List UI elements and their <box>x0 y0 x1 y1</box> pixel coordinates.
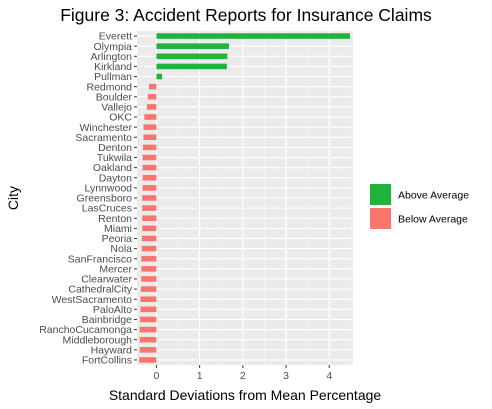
y-tick-label: Lynnwood <box>85 182 133 194</box>
bar-denton <box>143 144 157 151</box>
y-tick-label: Middleborough <box>63 334 133 346</box>
y-tick-label: Vallejo <box>101 102 132 114</box>
y-tick-label: Clearwater <box>81 274 132 286</box>
y-tick-label: PaloAlto <box>93 304 132 316</box>
x-tick-label: 3 <box>283 370 289 382</box>
legend-key-below <box>370 208 391 229</box>
y-tick-label: Nola <box>110 243 132 255</box>
bar-okc <box>144 114 157 120</box>
legend-label: Above Average <box>398 190 469 202</box>
x-axis-ticks: 0 1 2 3 4 <box>154 365 332 382</box>
bar-boulder <box>147 94 157 100</box>
bar-fortcollins <box>139 357 157 363</box>
y-tick-label: Renton <box>98 213 132 225</box>
bar-renton <box>142 215 157 222</box>
bar-greensboro <box>142 195 157 201</box>
y-tick-label: Sacramento <box>75 132 132 144</box>
y-tick-label: Everett <box>99 31 132 43</box>
bar-sacramento <box>143 134 157 141</box>
y-axis-title: City <box>5 186 21 210</box>
bar-mercer <box>141 266 157 272</box>
y-tick-label: SanFrancisco <box>68 253 132 265</box>
y-tick-label: Arlington <box>91 51 133 63</box>
x-tick-label: 4 <box>326 370 332 382</box>
y-tick-label: Redmond <box>86 81 132 93</box>
bars <box>139 33 350 363</box>
bar-redmond <box>149 83 157 90</box>
y-tick-label: Pullman <box>94 71 132 83</box>
bar-arlington <box>156 53 228 60</box>
y-tick-label: Mercer <box>99 263 132 275</box>
y-tick-label: Tukwila <box>97 152 132 164</box>
bar-peoria <box>141 235 157 242</box>
y-tick-label: Bainbridge <box>82 314 132 326</box>
bar-middleborough <box>139 336 157 343</box>
y-tick-label: Denton <box>98 142 132 154</box>
bar-nola <box>141 245 157 252</box>
y-tick-label: Peoria <box>102 233 133 245</box>
bar-hayward <box>139 347 157 353</box>
bar-kirkland <box>156 63 227 70</box>
y-tick-label: Dayton <box>99 172 132 184</box>
y-tick-label: LasCruces <box>82 203 132 215</box>
bar-cathedralcity <box>140 286 157 292</box>
bar-ranchocucamonga <box>139 326 157 333</box>
legend-key-above <box>370 184 391 205</box>
bar-pullman <box>156 73 163 80</box>
y-tick-label: Hayward <box>91 344 133 356</box>
bar-lascruces <box>142 205 157 211</box>
bar-paloalto <box>140 306 157 313</box>
y-tick-label: Miami <box>104 223 132 235</box>
bar-everett <box>156 33 350 39</box>
y-tick-label: Kirkland <box>94 61 132 73</box>
bar-sanfrancisco <box>141 255 157 262</box>
y-tick-label: RanchoCucamonga <box>39 324 132 336</box>
y-tick-label: Boulder <box>96 91 133 103</box>
bar-vallejo <box>146 104 157 110</box>
y-tick-label: Greensboro <box>77 193 133 205</box>
y-tick-label: CathedralCity <box>68 284 132 296</box>
y-axis-ticks: EverettOlympiaArlingtonKirklandPullmanRe… <box>39 31 137 367</box>
chart-title: Figure 3: Accident Reports for Insurance… <box>60 5 432 25</box>
x-axis-title: Standard Deviations from Mean Percentage <box>109 387 382 403</box>
bar-westsacramento <box>140 296 157 302</box>
y-tick-label: WestSacramento <box>52 294 132 306</box>
y-tick-label: OKC <box>109 112 132 124</box>
legend-label: Below Average <box>398 214 468 226</box>
y-tick-label: Olympia <box>93 41 132 53</box>
x-tick-label: 1 <box>197 370 203 382</box>
x-tick-label: 2 <box>240 370 246 382</box>
bar-tukwila <box>142 154 157 161</box>
bar-clearwater <box>141 276 157 282</box>
bar-lynnwood <box>142 185 157 191</box>
y-tick-label: Winchester <box>79 122 132 134</box>
x-tick-label: 0 <box>154 370 160 382</box>
y-tick-label: Oakland <box>93 162 132 174</box>
bar-oakland <box>142 164 157 171</box>
y-tick-label: FortCollins <box>82 355 132 367</box>
bar-winchester <box>143 124 157 130</box>
bar-bainbridge <box>140 316 157 323</box>
bar-olympia <box>156 43 230 49</box>
legend: Above Average Below Average <box>370 184 469 229</box>
bar-dayton <box>142 174 157 181</box>
bar-miami <box>142 225 157 232</box>
